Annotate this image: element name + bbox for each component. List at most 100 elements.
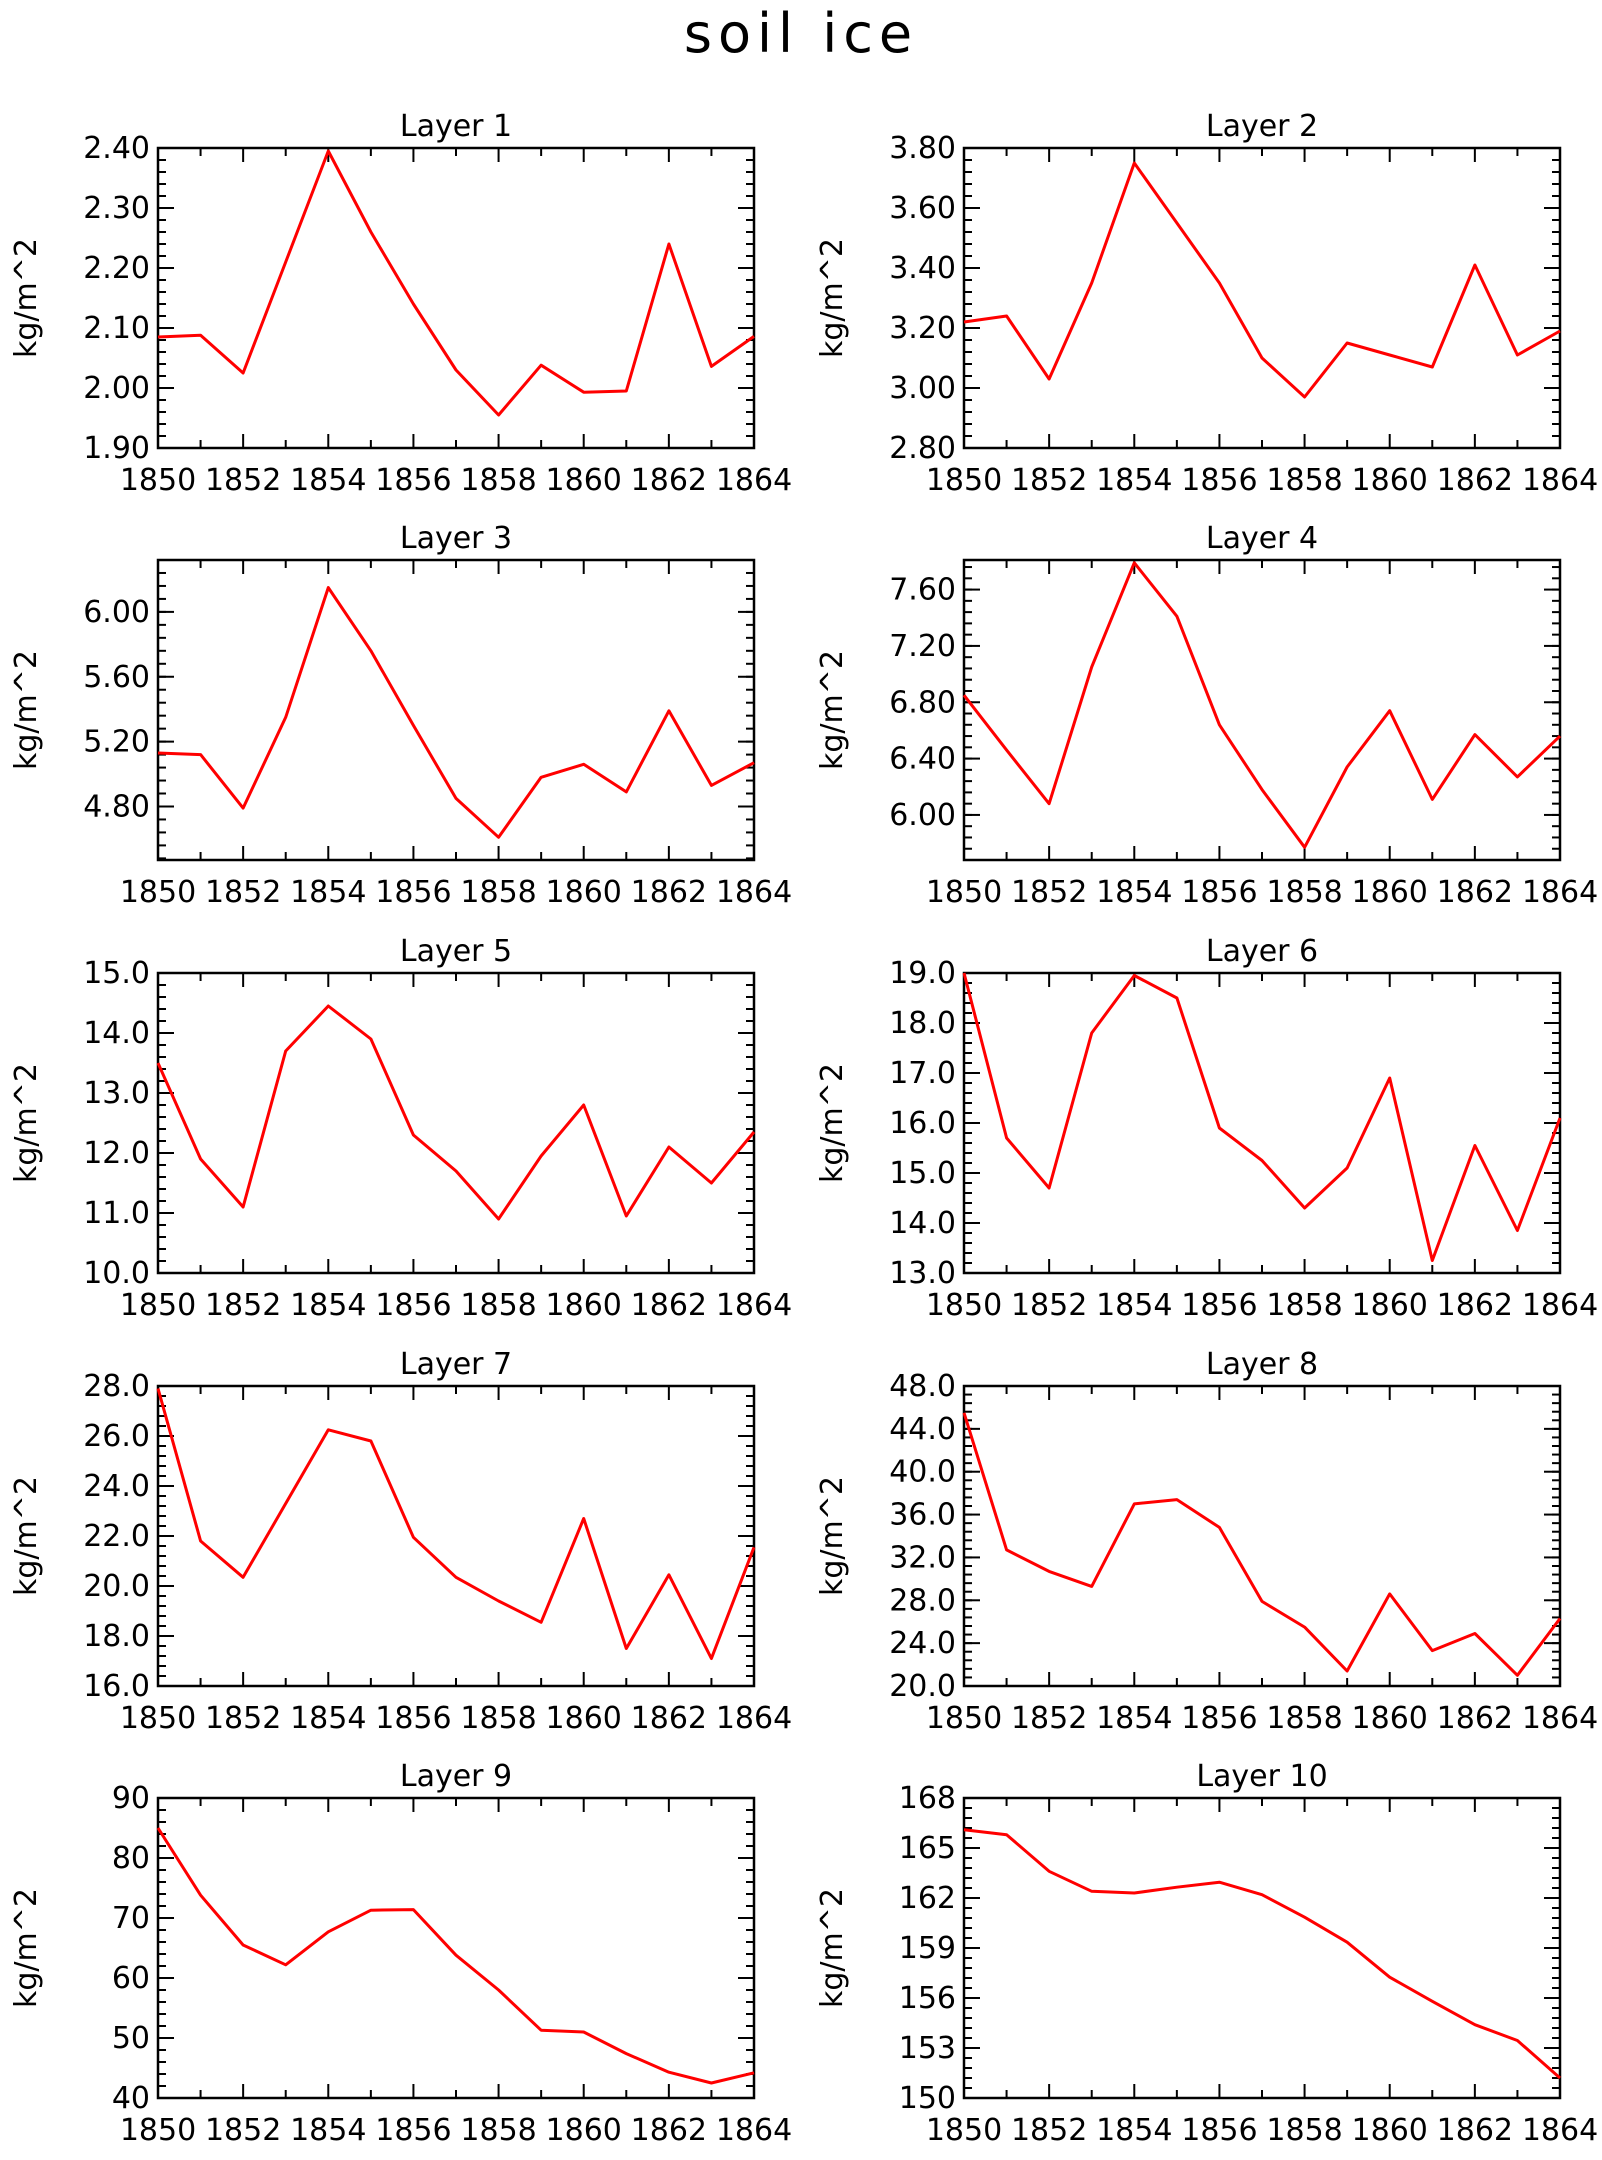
y-tick-label: 3.00 — [889, 371, 956, 406]
x-tick-label: 1860 — [1352, 463, 1428, 498]
x-tick-label: 1856 — [375, 875, 451, 910]
x-tick-label: 1864 — [1522, 2113, 1598, 2148]
panel-layer-1: Layer 1 1850 1852 1854 1856 1858 1860 1862 1864 1… — [9, 109, 792, 498]
x-tick-label: 1854 — [290, 875, 366, 910]
y-tick-label: 18.0 — [83, 1619, 150, 1654]
x-tick-label: 1862 — [1437, 2113, 1513, 2148]
x-tick-label: 1862 — [1437, 1701, 1513, 1736]
panel-layer-6: Layer 6 1850 1852 1854 1856 1858 1860 1862 1864 1… — [815, 934, 1598, 1323]
y-tick-label: 5.60 — [83, 660, 150, 695]
x-tick-label: 1862 — [631, 1701, 707, 1736]
y-tick-label: 2.80 — [889, 431, 956, 466]
x-tick-label: 1860 — [546, 875, 622, 910]
y-axis-label: kg/m^2 — [815, 1476, 850, 1596]
series-line — [157, 149, 755, 417]
x-tick-label: 1850 — [120, 463, 196, 498]
figure-title: soil ice — [684, 2, 918, 65]
x-tick-label: 1852 — [1011, 875, 1087, 910]
panel-title: Layer 8 — [1206, 1347, 1318, 1382]
panel-title: Layer 5 — [400, 934, 512, 969]
y-tick-label: 3.80 — [889, 131, 956, 166]
x-tick-label: 1852 — [205, 463, 281, 498]
x-tick-label: 1862 — [631, 463, 707, 498]
y-tick-label: 5.20 — [83, 725, 150, 760]
y-axis-label: kg/m^2 — [815, 1063, 850, 1183]
y-tick-label: 70 — [112, 1901, 150, 1936]
x-tick-label: 1864 — [1522, 463, 1598, 498]
x-tick-label: 1854 — [1096, 1701, 1172, 1736]
plot-frame — [962, 558, 1562, 862]
x-tick-label: 1854 — [290, 1288, 366, 1323]
y-tick-label: 14.0 — [889, 1206, 956, 1241]
x-tick-label: 1850 — [120, 875, 196, 910]
x-tick-label: 1864 — [716, 463, 792, 498]
y-tick-label: 60 — [112, 1961, 150, 1996]
x-tick-label: 1864 — [716, 875, 792, 910]
x-tick-label: 1862 — [1437, 463, 1513, 498]
y-tick-label: 168 — [899, 1781, 956, 1816]
y-axis-label: kg/m^2 — [9, 1063, 44, 1183]
y-tick-label: 15.0 — [889, 1156, 956, 1191]
x-tick-label: 1858 — [460, 463, 536, 498]
y-axis-label: kg/m^2 — [9, 1476, 44, 1596]
y-tick-label: 3.20 — [889, 311, 956, 346]
y-tick-label: 17.0 — [889, 1056, 956, 1091]
x-tick-label: 1860 — [546, 1701, 622, 1736]
x-tick-label: 1856 — [1181, 2113, 1257, 2148]
x-tick-label: 1858 — [1266, 2113, 1342, 2148]
y-tick-label: 3.40 — [889, 251, 956, 286]
x-tick-label: 1862 — [1437, 875, 1513, 910]
x-tick-label: 1850 — [926, 463, 1002, 498]
x-tick-label: 1856 — [1181, 875, 1257, 910]
plot-frame — [962, 1384, 1562, 1688]
panel-title: Layer 7 — [400, 1347, 512, 1382]
x-tick-label: 1856 — [375, 1288, 451, 1323]
y-tick-label: 36.0 — [889, 1498, 956, 1533]
series-line — [156, 1388, 756, 1660]
x-tick-label: 1862 — [631, 875, 707, 910]
y-tick-label: 6.80 — [889, 685, 956, 720]
x-tick-label: 1854 — [290, 2113, 366, 2148]
x-tick-label: 1850 — [926, 875, 1002, 910]
x-tick-label: 1850 — [926, 1701, 1002, 1736]
series-line — [962, 972, 1562, 1262]
y-tick-label: 6.00 — [83, 595, 150, 630]
series-line — [963, 1828, 1561, 2080]
panel-layer-2: Layer 2 1850 1852 1854 1856 1858 1860 1862 1864 2… — [815, 109, 1598, 498]
y-tick-label: 2.10 — [83, 311, 150, 346]
y-tick-label: 24.0 — [83, 1469, 150, 1504]
y-tick-label: 16.0 — [83, 1669, 150, 1704]
x-tick-label: 1856 — [1181, 1288, 1257, 1323]
y-tick-label: 12.0 — [83, 1136, 150, 1171]
x-tick-label: 1862 — [1437, 1288, 1513, 1323]
plot-frame — [962, 971, 1562, 1275]
y-axis-label: kg/m^2 — [815, 1888, 850, 2008]
series-line — [962, 1412, 1562, 1677]
x-tick-label: 1858 — [460, 2113, 536, 2148]
y-tick-label: 48.0 — [889, 1369, 956, 1404]
series-line — [157, 586, 755, 839]
plot-frame — [156, 971, 756, 1275]
y-tick-label: 2.40 — [83, 131, 150, 166]
x-tick-label: 1858 — [1266, 875, 1342, 910]
panel-layer-4: Layer 4 1850 1852 1854 1856 1858 1860 1862 1864 6… — [815, 521, 1598, 910]
y-tick-label: 13.0 — [889, 1256, 956, 1291]
y-tick-label: 2.00 — [83, 371, 150, 406]
y-axis-label: kg/m^2 — [9, 1888, 44, 2008]
x-tick-label: 1850 — [120, 1701, 196, 1736]
panel-layer-7: Layer 7 1850 1852 1854 1856 1858 1860 1862 1864 1… — [9, 1347, 792, 1736]
plot-frame — [156, 1384, 756, 1688]
y-tick-label: 19.0 — [889, 956, 956, 991]
x-tick-label: 1852 — [205, 875, 281, 910]
y-tick-label: 7.60 — [889, 573, 956, 608]
y-tick-label: 1.90 — [83, 431, 150, 466]
x-tick-label: 1860 — [546, 463, 622, 498]
panel-title: Layer 4 — [1206, 521, 1318, 556]
x-tick-label: 1858 — [1266, 463, 1342, 498]
y-tick-label: 16.0 — [889, 1106, 956, 1141]
y-tick-label: 7.20 — [889, 629, 956, 664]
x-tick-label: 1850 — [120, 1288, 196, 1323]
panel-layer-8: Layer 8 1850 1852 1854 1856 1858 1860 1862 1864 2… — [815, 1347, 1598, 1736]
x-tick-label: 1856 — [375, 463, 451, 498]
